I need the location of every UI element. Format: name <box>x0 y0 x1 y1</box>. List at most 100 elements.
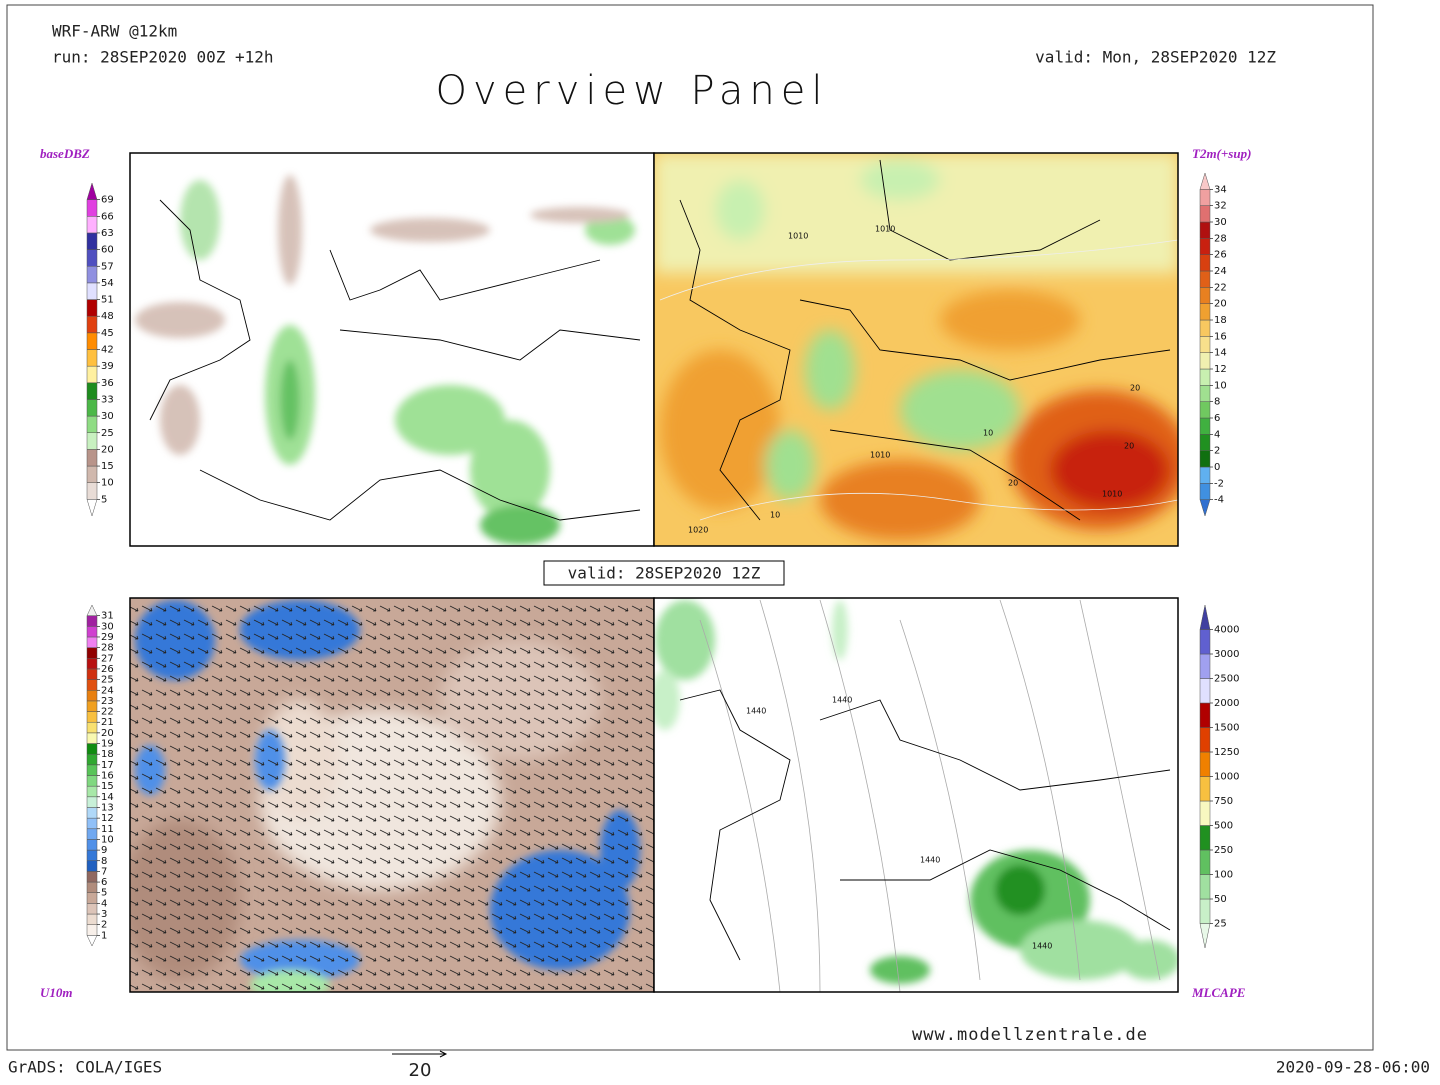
colorbar-segment <box>86 807 98 819</box>
contour-label: 1010 <box>870 451 890 460</box>
colorbar-segment <box>86 249 98 267</box>
colorbar-segment <box>86 690 98 702</box>
colorbar-label: 7 <box>101 866 107 877</box>
colorbar-label: 3000 <box>1214 649 1239 660</box>
colorbar-segment <box>86 432 98 450</box>
colorbar-segment <box>1199 702 1211 728</box>
colorbar-segment <box>1199 368 1211 386</box>
colorbar-label: 51 <box>101 295 114 306</box>
colorbar-segment <box>86 817 98 830</box>
contour-label: 10 <box>770 511 780 520</box>
colorbar-label: 10 <box>101 478 114 489</box>
colorbar-segment <box>86 775 98 787</box>
colorbar-label: 1 <box>101 930 107 941</box>
contour-label: 1440 <box>1032 942 1052 951</box>
panel-label: baseDBZ <box>40 146 90 161</box>
colorbar-label: 18 <box>101 749 114 760</box>
colorbar-segment <box>1199 352 1211 370</box>
cape-contour-labels: 1440 1440 1440 1440 <box>746 696 1052 951</box>
panel-label: T2m(+sup) <box>1192 146 1251 161</box>
colorbar-segment <box>1199 254 1211 272</box>
colorbar-label: 19 <box>101 739 114 750</box>
colorbar-segment <box>86 399 98 417</box>
colorbar-label: 28 <box>101 643 114 654</box>
colorbar-label: 100 <box>1214 870 1233 881</box>
colorbar-label: 9 <box>101 845 107 856</box>
colorbar-label: 23 <box>101 696 114 707</box>
colorbar-segment <box>1199 450 1211 468</box>
colorbar-label: 2 <box>1214 446 1220 457</box>
colorbar-segment <box>1199 874 1211 900</box>
colorbar-segment <box>86 647 98 659</box>
colorbar-label: -2 <box>1214 478 1224 489</box>
t2m-contour-labels: 1010 1010 1010 1010 1020 20 20 20 10 10 <box>688 225 1140 535</box>
colorbar-label: 20 <box>101 444 114 455</box>
valid: valid: Mon, 28SEP2020 12Z <box>1035 48 1276 67</box>
colorbar-segment <box>86 266 98 284</box>
colorbar-label: 22 <box>101 707 114 718</box>
colorbar-segment <box>1199 385 1211 402</box>
colorbar-segment <box>1199 604 1211 630</box>
colorbar-label: 26 <box>101 664 114 675</box>
colorbar-segment <box>86 299 98 317</box>
colorbar-segment <box>1199 483 1211 500</box>
colorbar-segment <box>1199 205 1211 223</box>
colorbar-segment <box>86 332 98 350</box>
colorbar-segment <box>86 615 98 627</box>
colorbar-label: 12 <box>1214 364 1227 375</box>
colorbar-label: 39 <box>101 361 114 372</box>
colorbar-label: 14 <box>101 792 114 803</box>
colorbar-segment <box>86 232 98 250</box>
colorbar-label: 1500 <box>1214 723 1239 734</box>
colorbar-label: 4 <box>101 898 107 909</box>
colorbar-label: 27 <box>101 653 114 664</box>
colorbar-label: 8 <box>101 856 107 867</box>
colorbar-segment <box>86 871 98 883</box>
colorbar-label: 8 <box>1214 397 1220 408</box>
colorbar-label: 42 <box>101 345 114 356</box>
colorbar-label: 36 <box>101 378 114 389</box>
colorbar-label: 16 <box>1214 331 1227 342</box>
colorbar-label: 32 <box>1214 201 1227 212</box>
colorbar-segment <box>1199 923 1211 949</box>
colorbar-segment <box>86 828 98 840</box>
colorbar-segment <box>1199 287 1211 304</box>
colorbar-label: 11 <box>101 824 114 835</box>
colorbar-segment <box>86 881 98 893</box>
colorbar-segment <box>1199 270 1211 288</box>
contour-label: 20 <box>1008 479 1018 488</box>
map-u10m <box>130 598 654 992</box>
colorbar-segment <box>1199 238 1211 255</box>
colorbar-label: 34 <box>1214 184 1227 195</box>
colorbar-segment <box>86 315 98 334</box>
colorbar-segment <box>86 839 98 851</box>
colorbar-label: 28 <box>1214 233 1227 244</box>
colorbar-segment <box>86 785 98 798</box>
colorbar-label: 63 <box>101 228 114 239</box>
colorbar-segment <box>1199 221 1211 239</box>
colorbar-label: 69 <box>101 195 114 206</box>
colorbar-segment <box>86 216 98 234</box>
colorbar-label: 30 <box>101 411 114 422</box>
colorbar-label: 15 <box>101 781 114 792</box>
colorbar-label: 1250 <box>1214 747 1239 758</box>
colorbars: 5101520253033363942454851545760636669-4-… <box>86 172 1239 949</box>
frame <box>6 4 1374 1051</box>
colorbar-label: 50 <box>1214 894 1227 905</box>
contour-label: 1440 <box>920 856 940 865</box>
colorbar-label: 5 <box>101 888 107 899</box>
colorbar-label: 20 <box>101 728 114 739</box>
vector-scale: 20 <box>409 1060 432 1080</box>
website: www.modellzentrale.de <box>912 1025 1148 1045</box>
colorbar-segment <box>86 679 98 691</box>
colorbar-segment <box>1199 898 1211 924</box>
colorbar-segment <box>86 604 98 616</box>
colorbar-label: 31 <box>101 611 114 622</box>
map-mlcape <box>654 598 1178 992</box>
colorbar-label: 20 <box>1214 299 1227 310</box>
map-t2m <box>654 153 1178 546</box>
colorbar-label: 24 <box>1214 266 1227 277</box>
colorbar-segment <box>1199 751 1211 777</box>
colorbar-segment <box>86 449 98 467</box>
